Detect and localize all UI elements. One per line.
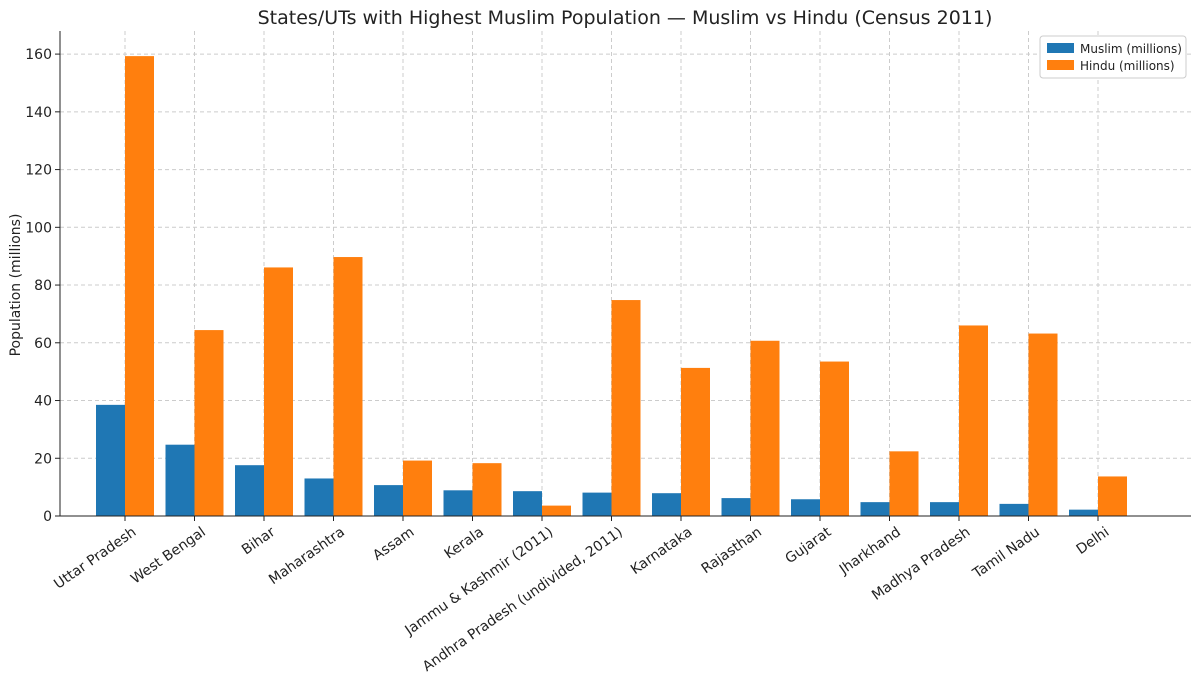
y-tick-label: 40 bbox=[34, 394, 52, 410]
bar-hindu bbox=[472, 463, 502, 516]
chart-title: States/UTs with Highest Muslim Populatio… bbox=[258, 7, 993, 29]
y-tick-label: 80 bbox=[34, 278, 52, 294]
legend-swatch bbox=[1047, 60, 1074, 70]
bar-hindu bbox=[611, 300, 641, 516]
x-tick-label: Uttar Pradesh bbox=[51, 524, 139, 592]
bar-muslim bbox=[374, 485, 403, 516]
bar-hindu bbox=[1098, 476, 1127, 516]
bar-muslim bbox=[513, 491, 542, 516]
bar-muslim bbox=[860, 502, 890, 516]
x-tick-label: Kerala bbox=[442, 524, 487, 562]
y-ticks: 0 20 40 60 80 100 120 140 160 bbox=[25, 47, 60, 525]
x-tick-label: Jharkhand bbox=[836, 524, 904, 578]
bar-muslim bbox=[791, 499, 820, 516]
bar-muslim bbox=[930, 502, 959, 516]
bar-hindu bbox=[403, 460, 432, 516]
bar-hindu bbox=[194, 330, 224, 516]
x-tick-label: Maharashtra bbox=[266, 524, 348, 588]
x-tick-label: Bihar bbox=[239, 524, 278, 558]
bar-muslim bbox=[304, 478, 334, 516]
bar-muslim bbox=[443, 490, 473, 516]
bar-muslim bbox=[999, 503, 1029, 516]
bar-hindu bbox=[820, 361, 849, 516]
legend-swatch bbox=[1047, 43, 1074, 53]
x-tick-label: Assam bbox=[370, 524, 417, 564]
x-tick-label: Gujarat bbox=[783, 524, 835, 567]
bar-muslim bbox=[1069, 509, 1098, 516]
bar-muslim bbox=[582, 492, 612, 516]
y-tick-label: 120 bbox=[25, 163, 52, 179]
bar-hindu bbox=[959, 325, 988, 516]
grid-layer bbox=[60, 31, 1191, 517]
x-tick-label: Karnataka bbox=[628, 524, 695, 578]
bars-layer bbox=[96, 56, 1127, 517]
x-tick-label: Tamil Nadu bbox=[969, 524, 1042, 582]
legend-label: Hindu (millions) bbox=[1080, 59, 1175, 73]
bar-hindu bbox=[264, 267, 293, 516]
bar-hindu bbox=[1028, 333, 1058, 516]
bar-hindu bbox=[889, 451, 919, 516]
x-tick-label: West Bengal bbox=[128, 524, 209, 587]
legend-box bbox=[1039, 35, 1187, 79]
bar-hindu bbox=[681, 367, 710, 516]
legend: Muslim (millions) Hindu (millions) bbox=[1039, 35, 1187, 79]
bar-hindu bbox=[542, 505, 571, 516]
bar-hindu bbox=[125, 56, 154, 517]
y-axis-label: Population (millions) bbox=[8, 214, 24, 357]
y-tick-label: 160 bbox=[25, 47, 52, 63]
bar-hindu bbox=[333, 257, 363, 516]
bar-muslim bbox=[165, 444, 195, 516]
legend-label: Muslim (millions) bbox=[1080, 42, 1182, 56]
bar-muslim bbox=[721, 498, 751, 516]
y-tick-label: 60 bbox=[34, 336, 52, 352]
bar-hindu bbox=[750, 340, 780, 516]
y-tick-label: 140 bbox=[25, 105, 52, 121]
bar-muslim bbox=[235, 465, 264, 516]
bar-muslim bbox=[652, 493, 681, 516]
y-tick-label: 0 bbox=[43, 509, 52, 525]
y-tick-label: 100 bbox=[25, 220, 52, 236]
bar-muslim bbox=[96, 404, 125, 516]
x-tick-label: Delhi bbox=[1074, 524, 1113, 558]
x-tick-label: Rajasthan bbox=[699, 524, 765, 577]
y-tick-label: 20 bbox=[34, 451, 52, 467]
